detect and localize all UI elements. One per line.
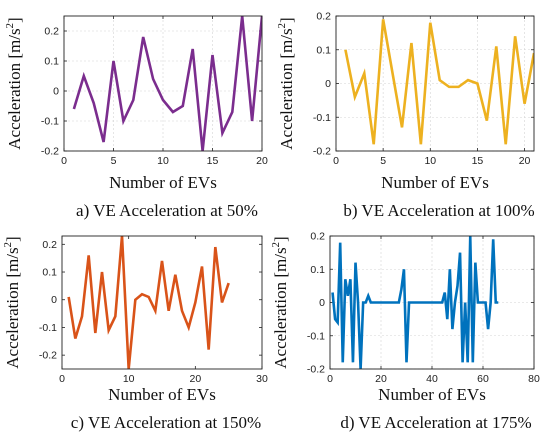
y-tick-label: -0.2	[307, 364, 325, 376]
y-tick-label: -0.1	[313, 112, 331, 124]
series-line	[67, 236, 230, 369]
y-tick-label: 0.1	[42, 267, 57, 279]
x-axis-label: Number of EVs	[381, 173, 489, 192]
y-tick-label: 0.2	[44, 26, 59, 38]
axes-frame	[329, 235, 535, 370]
panel-caption: a) VE Acceleration at 50%	[76, 201, 258, 220]
x-tick-label: 0	[59, 373, 65, 385]
x-tick-label: 40	[426, 373, 438, 385]
y-tick-label: 0.1	[310, 264, 325, 276]
x-axis-label: Number of EVs	[108, 385, 216, 404]
y-tick-label: 0.1	[316, 44, 331, 56]
y-tick-label: -0.1	[39, 322, 57, 334]
x-tick-label: 15	[472, 155, 484, 167]
x-tick-label: 20	[375, 373, 387, 385]
x-tick-label: 10	[157, 155, 169, 167]
axes-frame	[63, 15, 263, 152]
series-line	[72, 16, 262, 151]
y-tick-label: 0.2	[42, 239, 57, 251]
x-tick-label: 20	[189, 373, 201, 385]
y-axis-label: Acceleration [m/s2]	[270, 236, 290, 368]
x-tick-label: 5	[111, 155, 117, 167]
series-line	[331, 236, 499, 369]
series-line	[344, 19, 534, 145]
y-axis-label: Acceleration [m/s2]	[4, 17, 24, 149]
y-tick-label: -0.2	[39, 350, 57, 362]
chart-panel-2: 0 5 10 15 20 -0.2 -0.1 0 0.1 0.2 Acceleration [m/s…	[276, 11, 535, 221]
y-tick-label: 0	[53, 86, 59, 98]
chart-panel-3: 0 10 20 30 -0.2 -0.1 0 0.1 0.2 Acceleration [m/s2…	[2, 235, 268, 432]
x-tick-label: 80	[528, 373, 540, 385]
x-axis-label: Number of EVs	[378, 385, 486, 404]
x-tick-label: 0	[327, 373, 333, 385]
y-tick-label: -0.1	[307, 330, 325, 342]
x-tick-label: 30	[256, 373, 268, 385]
y-tick-label: 0.2	[310, 231, 325, 243]
x-tick-label: 0	[333, 155, 339, 167]
y-tick-label: 0.2	[316, 11, 331, 23]
x-axis-label: Number of EVs	[109, 173, 217, 192]
y-tick-label: -0.2	[313, 146, 331, 158]
axes-frame	[61, 235, 263, 370]
panel-caption: c) VE Acceleration at 150%	[71, 413, 261, 432]
chart-panel-1: 0 5 10 15 20 -0.2 -0.1 0 0.1 0.2 Acceleration [m/s…	[4, 15, 268, 220]
y-tick-label: 0	[319, 297, 325, 309]
y-tick-label: 0.1	[44, 56, 59, 68]
x-tick-label: 10	[424, 155, 436, 167]
panel-caption: d) VE Acceleration at 175%	[340, 413, 531, 432]
y-axis-label: Acceleration [m/s2]	[276, 17, 296, 149]
x-tick-label: 60	[477, 373, 489, 385]
y-axis-label: Acceleration [m/s2]	[2, 236, 22, 368]
chart-panel-4: 0 20 40 60 80 -0.2 -0.1 0 0.1 0.2 Acceleration [m/…	[270, 231, 540, 433]
y-tick-label: 0	[325, 78, 331, 90]
x-tick-label: 15	[207, 155, 219, 167]
x-tick-label: 0	[61, 155, 67, 167]
y-tick-label: -0.2	[41, 146, 59, 158]
x-tick-label: 20	[519, 155, 531, 167]
panel-caption: b) VE Acceleration at 100%	[343, 201, 534, 220]
x-tick-label: 10	[123, 373, 135, 385]
y-tick-label: -0.1	[41, 116, 59, 128]
x-tick-label: 20	[256, 155, 268, 167]
axes-frame	[335, 15, 535, 152]
x-tick-label: 5	[380, 155, 386, 167]
y-tick-label: 0	[51, 294, 57, 306]
